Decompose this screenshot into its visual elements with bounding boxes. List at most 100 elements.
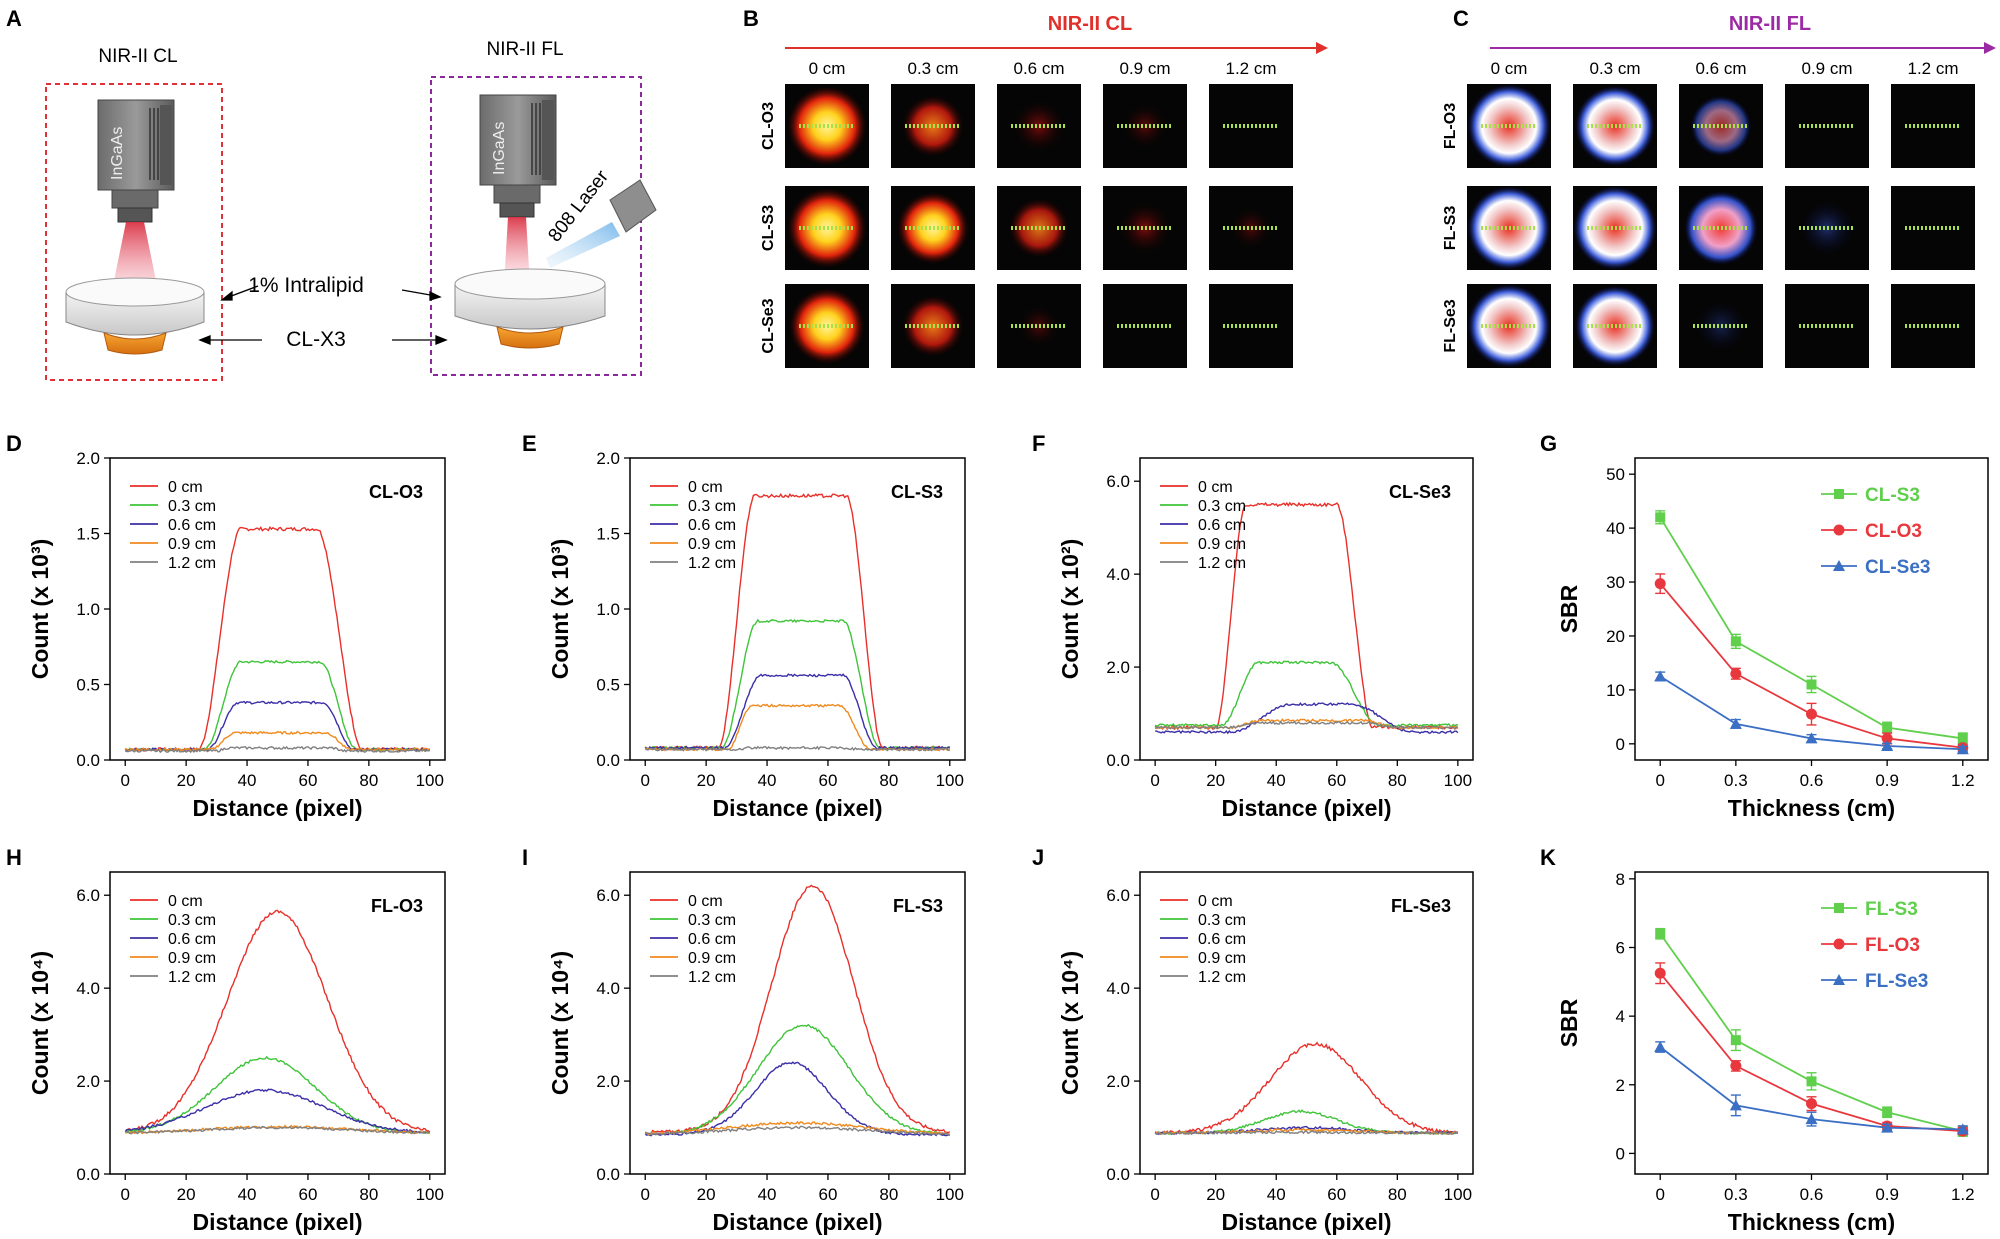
x-tick-label: 40 xyxy=(758,771,777,790)
y-tick-label: 1.0 xyxy=(76,600,100,619)
data-point-triangle xyxy=(1729,1099,1742,1111)
legend-label: 1.2 cm xyxy=(168,969,216,986)
x-tick-label: 0 xyxy=(1150,1185,1159,1204)
cl-image-cell xyxy=(1209,284,1293,368)
panel-letter-f: F xyxy=(1032,431,1045,456)
fl-image-cell xyxy=(1679,84,1763,168)
y-tick-label: 0.5 xyxy=(596,676,620,695)
series-line-1 xyxy=(124,659,431,752)
legend-label: 1.2 cm xyxy=(1198,555,1246,572)
x-tick-label: 20 xyxy=(1206,1185,1225,1204)
data-point-circle xyxy=(1654,967,1666,979)
fl-image-cell xyxy=(1573,284,1657,368)
camera-label-cl: InGaAs xyxy=(109,127,126,180)
legend-label: 0.9 cm xyxy=(1198,950,1246,967)
x-axis-label: Thickness (cm) xyxy=(1728,795,1895,821)
fl-image-cell xyxy=(1679,284,1763,368)
fl-row-label: FL-S3 xyxy=(1442,206,1459,251)
y-tick-label: 1.0 xyxy=(596,600,620,619)
chart-j: 0 20 40 60 80 100 0.0 2.0 4.0 6.0 Distance (pixel)… xyxy=(1057,871,1474,1235)
series-line-2 xyxy=(1155,702,1459,735)
series-line-0 xyxy=(124,909,431,1133)
cl-image-cell xyxy=(785,84,869,168)
plot-frame xyxy=(629,871,966,1175)
data-point-circle xyxy=(1881,732,1893,744)
cl-setup-title: NIR-II CL xyxy=(98,46,177,67)
series-line-2 xyxy=(124,1088,431,1134)
x-tick-label: 100 xyxy=(1444,1185,1472,1204)
y-tick-label: 1.5 xyxy=(596,525,620,544)
cl-row-label: CL-S3 xyxy=(760,205,777,251)
y-tick-label: 0.0 xyxy=(1106,1165,1130,1184)
legend-label: 0 cm xyxy=(168,479,203,496)
fl-setup-box xyxy=(430,76,642,376)
data-point-triangle xyxy=(1881,1121,1894,1133)
fl-image-cell xyxy=(1891,284,1975,368)
fl-column-label: 0.9 cm xyxy=(1801,59,1852,78)
x-tick-label: 0.9 xyxy=(1875,771,1899,790)
data-point-triangle xyxy=(1956,1123,1969,1135)
fl-column-label: 1.2 cm xyxy=(1907,59,1958,78)
y-tick-label: 2.0 xyxy=(1106,658,1130,677)
y-tick-label: 10 xyxy=(1606,681,1625,700)
legend-label: 1.2 cm xyxy=(1198,969,1246,986)
fl-column-label: 0.6 cm xyxy=(1695,59,1746,78)
x-tick-label: 0.3 xyxy=(1724,771,1748,790)
cl-image-cell xyxy=(891,284,975,368)
plot-frame xyxy=(109,457,446,761)
data-point-triangle xyxy=(1654,670,1667,682)
x-tick-label: 20 xyxy=(697,771,716,790)
intralipid-label: 1% Intralipid xyxy=(248,274,364,297)
fl-setup-title: NIR-II FL xyxy=(486,39,563,60)
x-tick-label: 80 xyxy=(1388,771,1407,790)
fl-image-grid: NIR-II FL 0 cm 0.3 cm 0.6 cm 0.9 cm 1.2 cm FL-… xyxy=(1442,13,1996,368)
chart-f: 0 20 40 60 80 100 0.0 2.0 4.0 6.0 Distance (pixel)… xyxy=(1057,457,1474,821)
x-tick-label: 100 xyxy=(1444,771,1472,790)
panel-letter-g: G xyxy=(1540,431,1557,456)
legend-label: 0.3 cm xyxy=(1198,498,1246,515)
data-point-circle xyxy=(1730,668,1742,680)
series-line-1 xyxy=(644,618,951,751)
fl-image-cell xyxy=(1785,284,1869,368)
series-line-2 xyxy=(124,700,430,752)
cl-image-cell xyxy=(785,284,869,368)
cl-column-label: 0.6 cm xyxy=(1013,59,1064,78)
y-axis-label: Count (x 10²) xyxy=(1057,539,1083,680)
y-tick-label: 6.0 xyxy=(1106,472,1130,491)
x-tick-label: 60 xyxy=(1327,1185,1346,1204)
legend-marker xyxy=(1834,903,1844,913)
x-tick-label: 100 xyxy=(936,1185,964,1204)
legend-label: 1.2 cm xyxy=(688,555,736,572)
chart-title: CL-S3 xyxy=(891,482,943,502)
cl-column-label: 0.3 cm xyxy=(907,59,958,78)
series-line-1 xyxy=(1154,660,1459,728)
data-point-circle xyxy=(1654,578,1666,590)
cl-image-cell xyxy=(1103,84,1187,168)
x-tick-label: 40 xyxy=(1267,771,1286,790)
legend-label: 0.6 cm xyxy=(168,931,216,948)
x-tick-label: 1.2 xyxy=(1951,771,1975,790)
cl-image-cell xyxy=(1209,186,1293,270)
legend-label: 0.9 cm xyxy=(168,536,216,553)
y-tick-label: 50 xyxy=(1606,465,1625,484)
cl-image-cell xyxy=(997,84,1081,168)
cl-image-cell xyxy=(1209,84,1293,168)
legend-label: 0 cm xyxy=(168,893,203,910)
y-tick-label: 4 xyxy=(1616,1007,1625,1026)
y-tick-label: 40 xyxy=(1606,519,1625,538)
x-tick-label: 20 xyxy=(697,1185,716,1204)
data-point-square xyxy=(1882,722,1893,733)
legend-marker xyxy=(1834,489,1844,499)
chart-e: 0 20 40 60 80 100 0.0 0.5 1.0 1.5 2.0 Distance (pix… xyxy=(547,449,966,821)
series-line-2 xyxy=(644,1061,951,1137)
y-axis-label: Count (x 10³) xyxy=(27,539,53,680)
legend-marker xyxy=(1833,560,1845,571)
fl-row-label: FL-O3 xyxy=(1442,103,1459,149)
legend-label: 0.3 cm xyxy=(1198,912,1246,929)
dish-cl-icon xyxy=(65,277,205,355)
fl-image-cell xyxy=(1467,186,1551,270)
y-tick-label: 6 xyxy=(1616,939,1625,958)
panel-letter-k: K xyxy=(1540,845,1556,870)
